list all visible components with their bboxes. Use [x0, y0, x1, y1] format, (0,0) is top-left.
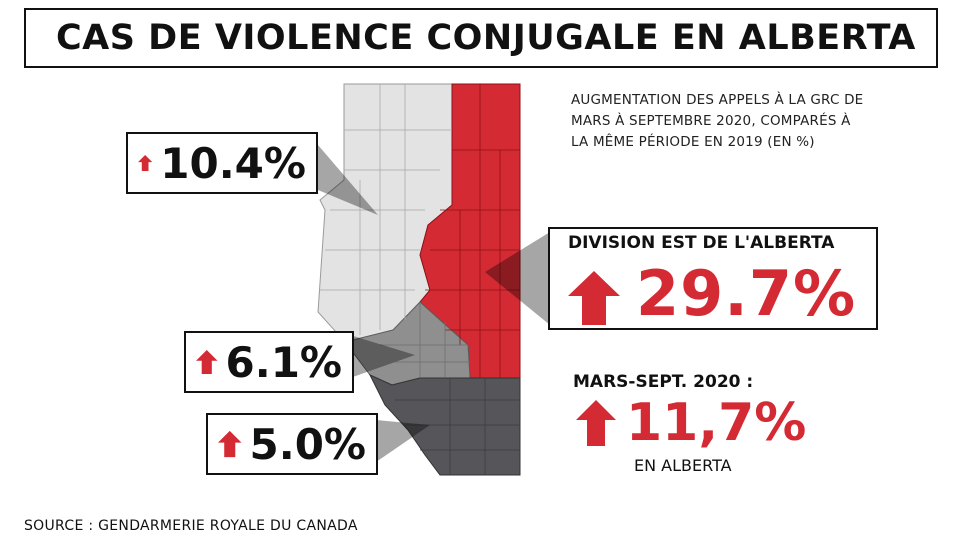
chart-description: AUGMENTATION DES APPELS À LA GRC DE MARS…: [571, 92, 864, 150]
east-division-label: DIVISION EST DE L'ALBERTA: [568, 233, 835, 253]
east-county-lines: [425, 84, 520, 378]
source-credit: SOURCE : GENDARMERIE ROYALE DU CANADA: [24, 518, 358, 534]
callout-north: 10.4%: [126, 132, 318, 194]
callout-south: 5.0%: [206, 413, 378, 475]
up-arrow-icon: [576, 400, 616, 446]
south-percentage: 5.0%: [249, 419, 366, 469]
alberta-total-percentage: 11,7%: [626, 393, 807, 453]
callout-central: 6.1%: [184, 331, 354, 393]
central-percentage: 6.1%: [225, 337, 342, 387]
pointer-south: [376, 420, 430, 462]
east-percentage: 29.7%: [636, 257, 857, 330]
pointer-central: [350, 335, 415, 378]
callout-east: DIVISION EST DE L'ALBERTA 29.7%: [548, 227, 878, 330]
south-county-lines: [395, 378, 520, 475]
up-arrow-icon: [196, 349, 218, 375]
county-lines: [320, 84, 452, 335]
north-percentage: 10.4%: [160, 138, 306, 188]
pointer-north: [318, 145, 378, 215]
up-arrow-icon: [138, 155, 153, 171]
pointer-east: [485, 232, 550, 325]
title-banner: CAS DE VIOLENCE CONJUGALE EN ALBERTA: [24, 8, 938, 68]
page-title: CAS DE VIOLENCE CONJUGALE EN ALBERTA: [56, 18, 916, 58]
alberta-total-label: EN ALBERTA: [634, 456, 732, 475]
period-label: MARS-SEPT. 2020 :: [573, 372, 754, 392]
up-arrow-icon: [218, 430, 242, 458]
central-county-lines: [380, 302, 470, 378]
up-arrow-icon: [568, 271, 620, 325]
